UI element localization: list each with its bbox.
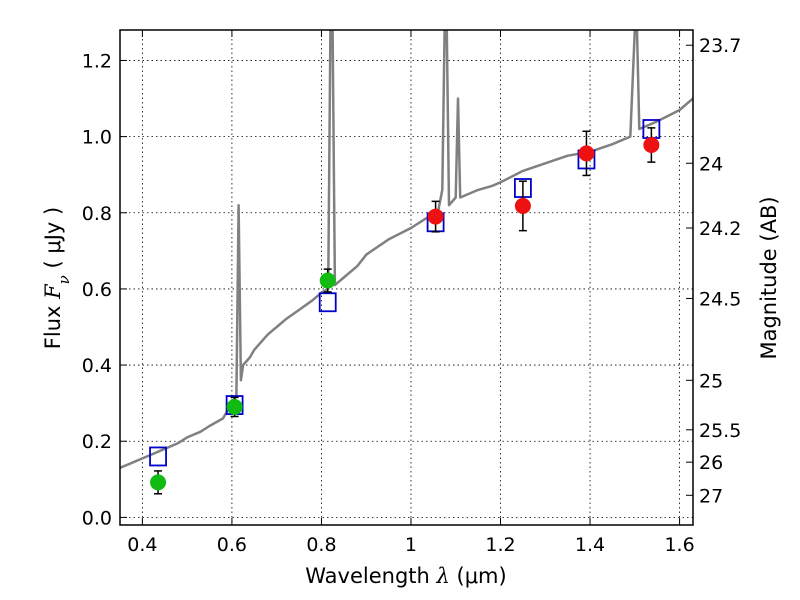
x-axis-label: Wavelength λ (μm) (305, 564, 506, 588)
observed-flux-point (514, 197, 531, 214)
y-tick-label: 0.2 (82, 431, 112, 453)
x-tick-label: 1.6 (664, 534, 694, 556)
model-photometry-square (149, 446, 167, 467)
y-axis-label: Flux Fν ( μJy ) (41, 207, 73, 349)
observed-flux-point (427, 208, 444, 225)
observed-flux-point (226, 398, 243, 415)
x-tick-label: 1.2 (485, 534, 515, 556)
x-tick-label: 0.4 (127, 534, 157, 556)
magnitude-tick-label: 23.7 (699, 35, 741, 57)
y-tick-label: 0.0 (82, 507, 112, 529)
observed-flux-point (319, 272, 336, 289)
plot-frame (119, 29, 694, 526)
magnitude-tick-label: 24.5 (699, 288, 741, 310)
y-tick-label: 0.4 (82, 355, 112, 377)
tick-layer: 0.4 0.6 0.8 1 1.2 1.4 1.6 0.0 0.2 0.4 0.6 0.8 1.0 1.2… (82, 30, 741, 556)
x-tick-label: 0.6 (217, 534, 247, 556)
magnitude-tick-label: 24 (699, 153, 723, 175)
data-layer (120, 30, 693, 495)
x-tick-label: 0.8 (306, 534, 336, 556)
grid-layer (120, 30, 693, 525)
magnitude-tick-label: 25 (699, 370, 723, 392)
observed-flux-point (150, 474, 167, 491)
y-tick-label: 1.2 (82, 50, 112, 72)
x-tick-label: 1.4 (575, 534, 605, 556)
magnitude-axis-label: Magnitude (AB) (757, 196, 781, 359)
x-tick-label: 1 (405, 534, 417, 556)
magnitude-tick-label: 25.5 (699, 420, 741, 442)
magnitude-tick-label: 27 (699, 485, 723, 507)
model-photometry-square (318, 292, 337, 313)
magnitude-tick-label: 24.2 (699, 218, 741, 240)
observed-flux-point (643, 136, 660, 153)
observed-flux-point (578, 145, 595, 162)
magnitude-tick-label: 26 (699, 452, 723, 474)
y-tick-label: 1.0 (82, 127, 112, 149)
y-tick-label: 0.8 (82, 203, 112, 225)
y-tick-label: 0.6 (82, 279, 112, 301)
spectrum-line (120, 30, 693, 470)
